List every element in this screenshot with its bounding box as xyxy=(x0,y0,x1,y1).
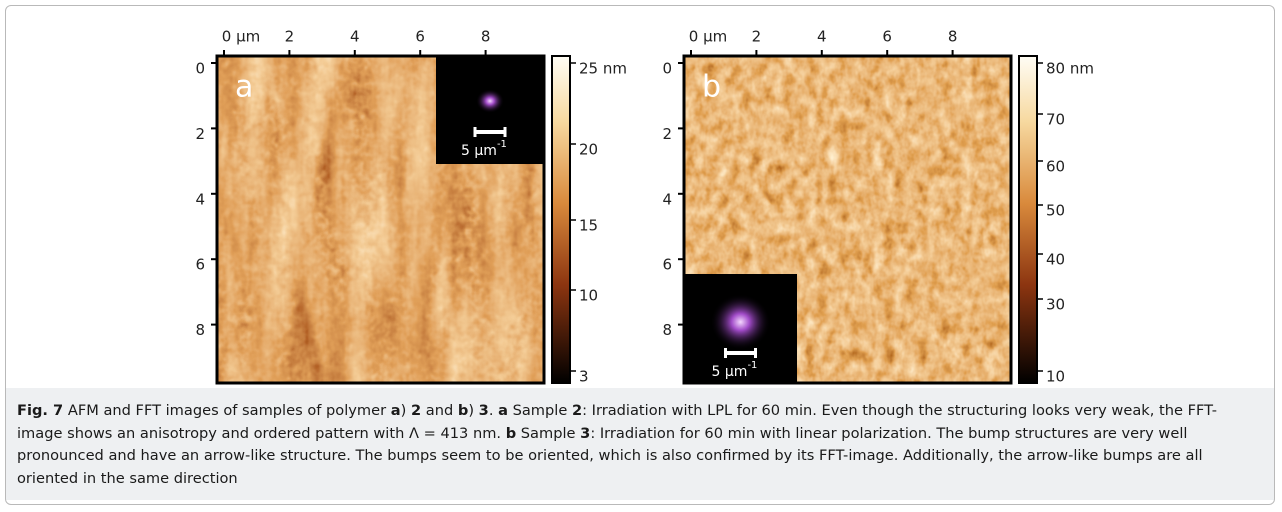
scale-value: 5 µm xyxy=(712,364,748,380)
colorbar-tick-label: 10 xyxy=(579,287,598,305)
fft-spot xyxy=(476,89,504,113)
x-tick-label: 4 xyxy=(350,28,360,46)
caption-text: : Irradiation for 60 min with linear pol… xyxy=(17,424,1203,487)
y-tick-label: 6 xyxy=(195,256,205,274)
caption-bold: a xyxy=(390,402,401,419)
colorbar-tick-label: 3 xyxy=(579,368,589,386)
y-tick-label: 0 xyxy=(662,60,672,78)
colorbar-tick-label: 70 xyxy=(1046,111,1065,129)
scale-exponent: -1 xyxy=(497,139,507,150)
colorbar-tick-label: 80 nm xyxy=(1046,60,1094,78)
caption-text: and xyxy=(421,402,458,419)
caption-bold: 2 xyxy=(410,402,422,419)
caption-bold: a xyxy=(498,402,508,419)
caption-bold: 3 xyxy=(580,424,591,442)
caption-bold: b xyxy=(505,424,517,442)
x-tick-label: 6 xyxy=(882,28,892,46)
caption-bold: 2 xyxy=(571,402,583,419)
y-tick-label: 0 xyxy=(195,60,205,78)
y-tick-label: 6 xyxy=(662,256,672,274)
x-tick-label: 6 xyxy=(415,28,425,46)
caption-text: : Irradiation with LPL for 60 min. Even … xyxy=(17,402,1217,442)
caption-bold: 3 xyxy=(478,402,489,419)
colorbar-tick-label: 15 xyxy=(579,217,598,235)
scale-label: 5 µm-1 xyxy=(712,360,758,380)
y-tick-label: 2 xyxy=(662,125,672,143)
colorbar-tick-label: 50 xyxy=(1046,202,1065,220)
colorbar xyxy=(551,55,571,384)
x-tick-label: 8 xyxy=(481,28,491,46)
y-tick-label: 8 xyxy=(195,321,205,339)
scale-value: 5 µm xyxy=(461,143,497,159)
x-tick-label: 0 µm xyxy=(689,28,727,46)
colorbar-tick-label: 40 xyxy=(1046,251,1065,269)
caption-text: . xyxy=(488,402,499,419)
fft-spot xyxy=(710,294,771,350)
x-tick-label: 8 xyxy=(948,28,958,46)
figure-frame: 0 µm 2 4 6 8 0 2 4 6 8 a 5 µm-1 25 nm 20 15 10 3 0 µm 2 4 6 8… xyxy=(5,5,1275,505)
panel-label: a xyxy=(235,70,253,105)
y-tick-label: 8 xyxy=(662,321,672,339)
x-tick-label: 2 xyxy=(285,28,295,46)
scale-exponent: -1 xyxy=(747,360,757,371)
y-tick-label: 4 xyxy=(662,190,672,208)
image-border xyxy=(682,54,1013,385)
colorbar xyxy=(1018,55,1038,384)
caption-bold: b xyxy=(457,402,469,419)
x-tick-label: 2 xyxy=(752,28,762,46)
scale-label: 5 µm-1 xyxy=(461,139,507,159)
colorbar-tick-label: 20 xyxy=(579,141,598,159)
caption-text: ) xyxy=(400,402,411,419)
colorbar-tick-label: 60 xyxy=(1046,158,1065,176)
caption-text: Sample xyxy=(507,402,572,419)
caption-bold: Fig. 7 xyxy=(17,402,64,419)
colorbar-tick-label: 10 xyxy=(1046,368,1065,386)
colorbar-tick-label: 25 nm xyxy=(579,60,627,78)
y-tick-label: 2 xyxy=(195,125,205,143)
image-border xyxy=(215,54,546,385)
colorbar-tick-label: 30 xyxy=(1046,296,1065,314)
x-tick-label: 4 xyxy=(817,28,827,46)
y-tick-label: 4 xyxy=(195,190,205,208)
panel-label: b xyxy=(702,70,721,105)
caption-text: ) xyxy=(468,402,479,419)
caption: Fig. 7 AFM and FFT images of samples of … xyxy=(5,388,1275,500)
caption-text: AFM and FFT images of samples of polymer xyxy=(63,402,391,419)
x-tick-label: 0 µm xyxy=(222,28,260,46)
caption-text: Sample xyxy=(516,424,581,442)
